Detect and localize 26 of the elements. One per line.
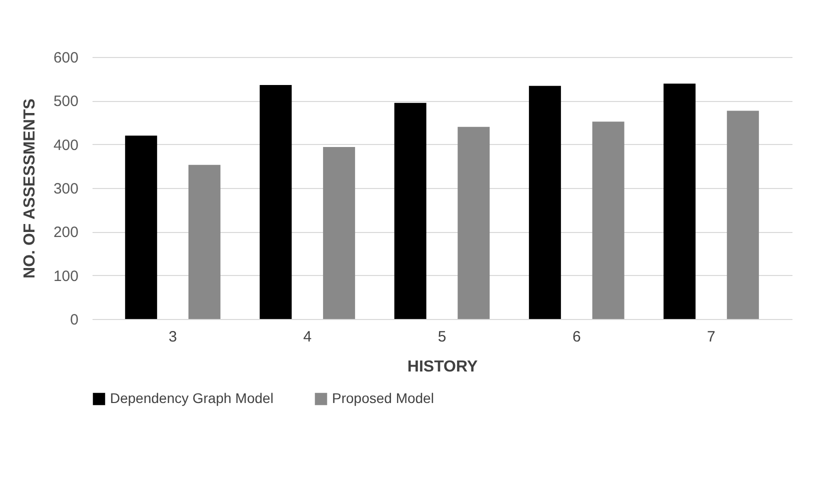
legend-label: Dependency Graph Model: [110, 390, 274, 406]
bar: [592, 122, 624, 319]
legend-label: Proposed Model: [332, 390, 434, 406]
x-tick-label: 4: [303, 328, 312, 346]
x-tick-label: 7: [707, 328, 716, 346]
bar: [458, 126, 490, 319]
bar: [528, 86, 561, 319]
x-tick-label: 5: [438, 328, 446, 346]
y-tick-label: 0: [70, 312, 78, 328]
bar: [323, 146, 356, 319]
y-axis-title: NO. OF ASSESSMENTS: [21, 98, 38, 278]
y-tick-label: 200: [53, 224, 78, 242]
y-tick-label: 600: [53, 50, 78, 66]
bar: [188, 164, 220, 319]
bar: [664, 84, 696, 319]
y-tick-label: 500: [53, 93, 78, 110]
bar: [726, 110, 759, 319]
bar: [260, 84, 292, 319]
x-tick-label: 6: [572, 328, 581, 346]
x-axis-title: HISTORY: [407, 358, 478, 376]
y-tick-label: 300: [53, 180, 78, 198]
bar: [125, 136, 158, 319]
y-tick-label: 400: [53, 136, 78, 154]
bar: [394, 102, 426, 319]
x-tick-label: 3: [168, 328, 177, 346]
y-tick-label: 100: [53, 268, 78, 285]
